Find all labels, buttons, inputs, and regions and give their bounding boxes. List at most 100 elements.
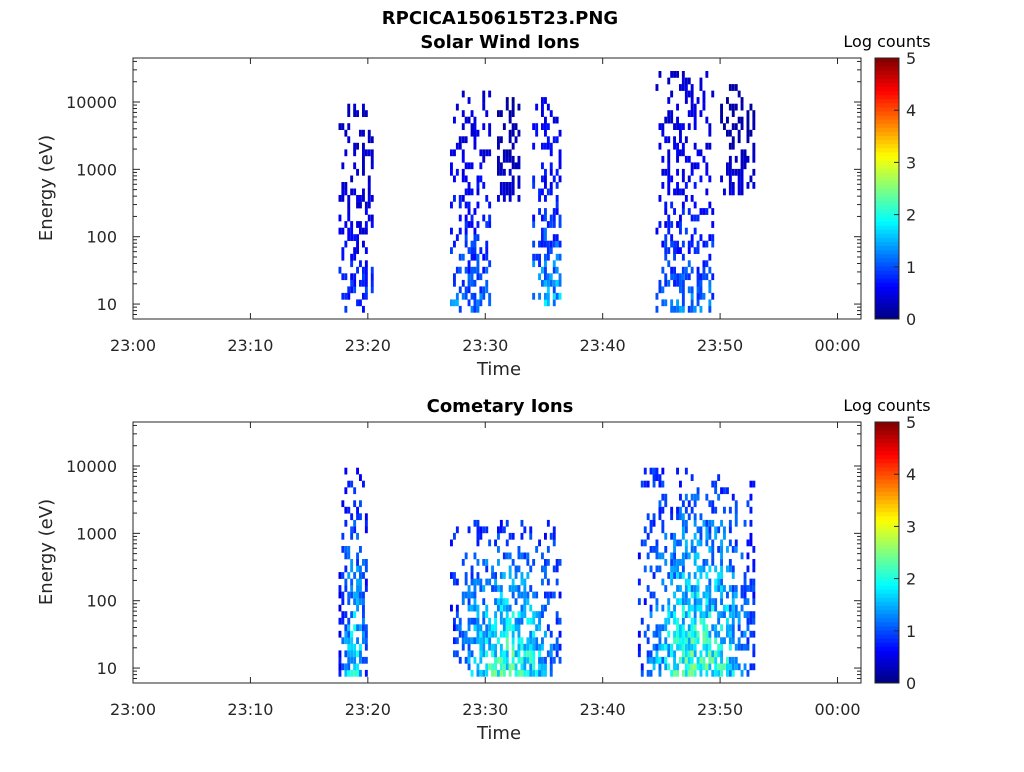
heatmap-cell xyxy=(344,273,348,281)
heatmap-cell xyxy=(350,234,354,241)
colorbar-step xyxy=(875,426,899,431)
heatmap-cell xyxy=(708,266,712,274)
heatmap-cell xyxy=(740,182,744,189)
heatmap-cell xyxy=(690,663,694,671)
heatmap-cell xyxy=(555,292,559,300)
heatmap-cell xyxy=(353,247,357,254)
heatmap-cell xyxy=(711,539,715,547)
colorbar-step xyxy=(875,208,899,214)
heatmap-cell xyxy=(684,546,688,553)
heatmap-cell xyxy=(743,155,747,163)
heatmap-cell xyxy=(497,110,500,117)
heatmap-cell xyxy=(693,116,697,124)
heatmap-cell xyxy=(341,532,345,540)
heatmap-cell xyxy=(341,123,345,130)
heatmap-cell xyxy=(546,286,550,294)
heatmap-cell xyxy=(696,585,700,592)
heatmap-cell xyxy=(679,539,682,547)
heatmap-cell xyxy=(673,637,676,645)
heatmap-cell xyxy=(476,260,480,268)
heatmap-cell xyxy=(479,669,483,677)
heatmap-cell xyxy=(693,513,697,521)
heatmap-cell xyxy=(370,149,374,157)
heatmap-cell xyxy=(362,227,365,235)
heatmap-cell xyxy=(681,305,685,313)
heatmap-cell xyxy=(726,617,729,625)
heatmap-cell xyxy=(681,637,685,645)
heatmap-cell xyxy=(699,286,703,294)
heatmap-cell xyxy=(696,97,700,104)
heatmap-cell xyxy=(658,637,662,645)
heatmap-cell xyxy=(690,624,694,632)
heatmap-cell xyxy=(467,188,471,196)
heatmap-cell xyxy=(687,637,691,645)
heatmap-cell xyxy=(546,578,550,586)
heatmap-cell xyxy=(673,559,676,566)
heatmap-cell xyxy=(734,663,738,671)
heatmap-cell xyxy=(505,663,509,671)
heatmap-cell xyxy=(350,260,354,268)
heatmap-cell xyxy=(476,617,480,625)
heatmap-cell xyxy=(711,624,715,632)
heatmap-cell xyxy=(699,669,703,677)
heatmap-cell xyxy=(532,123,536,130)
heatmap-cell xyxy=(479,630,483,638)
heatmap-cell xyxy=(359,591,362,599)
heatmap-cell xyxy=(687,611,691,618)
colorbar-step xyxy=(875,90,899,96)
heatmap-cell xyxy=(538,188,541,196)
heatmap-cell xyxy=(664,546,668,553)
heatmap-cell xyxy=(532,643,536,651)
heatmap-cell xyxy=(505,519,509,527)
colorbar-label-solar-wind: Log counts xyxy=(843,32,930,51)
heatmap-cell xyxy=(670,578,674,586)
heatmap-cell xyxy=(681,240,685,248)
heatmap-cell xyxy=(699,532,703,540)
heatmap-cell xyxy=(362,630,365,638)
heatmap-cell xyxy=(464,116,468,124)
heatmap-cell xyxy=(699,663,703,671)
heatmap-cell xyxy=(652,572,656,579)
heatmap-cell xyxy=(681,591,685,599)
heatmap-cell xyxy=(705,624,709,632)
heatmap-cell xyxy=(523,552,527,560)
heatmap-cell xyxy=(693,643,697,651)
heatmap-cell xyxy=(552,292,556,300)
heatmap-cell xyxy=(455,299,459,307)
heatmap-cell xyxy=(497,142,500,150)
heatmap-cell xyxy=(344,467,348,475)
heatmap-cell xyxy=(667,116,671,124)
heatmap-cell xyxy=(353,500,357,508)
heatmap-cell xyxy=(731,669,735,677)
heatmap-cell xyxy=(514,598,518,605)
heatmap-cell xyxy=(552,234,556,241)
heatmap-cell xyxy=(681,565,685,573)
heatmap-cell xyxy=(661,299,665,307)
heatmap-cell xyxy=(658,286,662,294)
heatmap-cell xyxy=(684,519,688,527)
heatmap-cell xyxy=(726,487,729,495)
heatmap-cell xyxy=(511,656,515,664)
heatmap-cell xyxy=(473,129,477,137)
heatmap-cell xyxy=(743,578,747,586)
heatmap-cell xyxy=(664,273,668,281)
heatmap-cell xyxy=(708,591,712,599)
heatmap-cell xyxy=(497,669,500,677)
colorbar-step xyxy=(875,532,899,537)
heatmap-cell xyxy=(681,598,685,605)
colorbar-step xyxy=(875,70,899,75)
heatmap-cell xyxy=(502,182,506,189)
heatmap-cell xyxy=(494,650,497,658)
heatmap-cell xyxy=(455,611,459,618)
heatmap-cell xyxy=(482,286,486,294)
heatmap-cell xyxy=(705,116,709,124)
colorbar-step xyxy=(875,86,899,92)
heatmap-cell xyxy=(505,617,509,625)
heatmap-cell xyxy=(499,650,503,658)
heatmap-cell xyxy=(546,598,550,605)
heatmap-cell xyxy=(497,546,500,553)
heatmap-cell xyxy=(673,663,676,671)
heatmap-cell xyxy=(705,572,709,579)
heatmap-cell xyxy=(737,643,741,651)
